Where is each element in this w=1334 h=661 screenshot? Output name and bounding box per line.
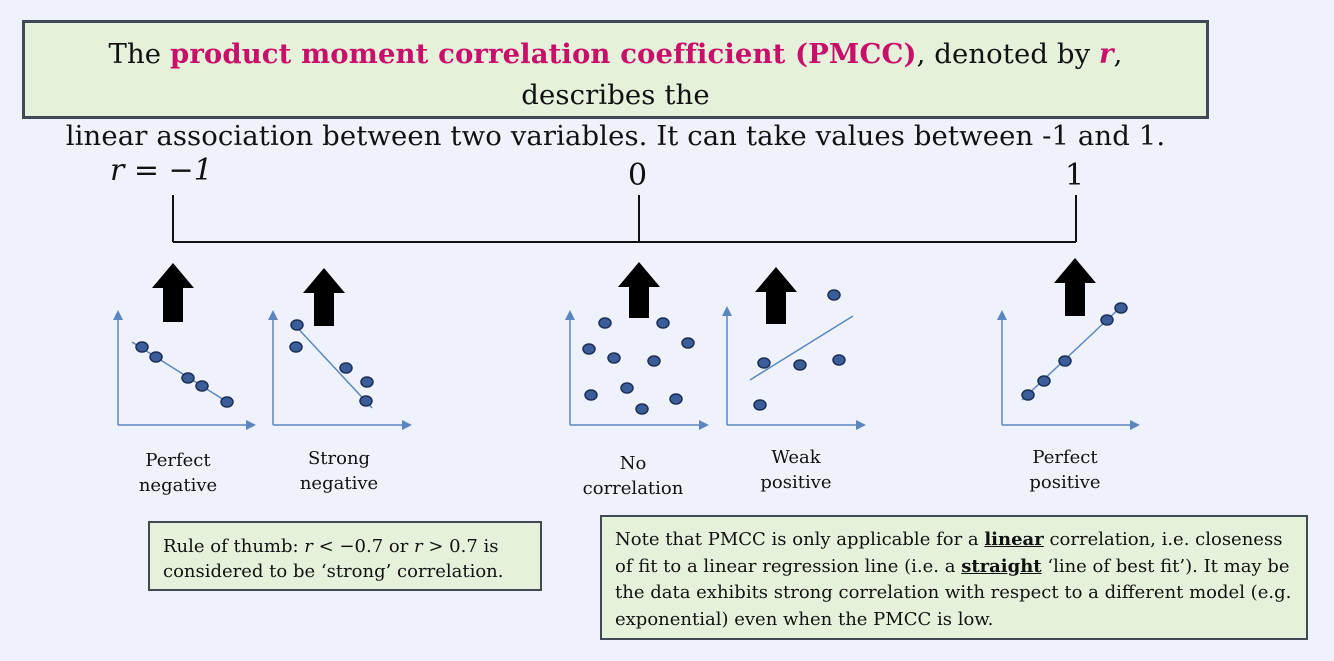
label-line1: Perfect (145, 450, 211, 471)
label-weak-positive: Weak positive (726, 445, 866, 495)
note-emphasis-straight: straight (961, 555, 1042, 577)
pointer-arrows (152, 258, 1096, 326)
data-point (360, 376, 374, 388)
data-point (135, 341, 149, 353)
arrow-up-icon (755, 267, 797, 324)
data-point (793, 359, 807, 371)
label-perfect-positive: Perfect positive (995, 445, 1135, 495)
scatter-weak-positive (722, 289, 866, 430)
data-point (584, 389, 598, 401)
note-box: Note that PMCC is only applicable for a … (600, 515, 1308, 640)
data-point (757, 357, 771, 369)
rule-r-symbol: r (304, 536, 313, 557)
data-point (582, 343, 596, 355)
label-line2: correlation (582, 478, 684, 499)
data-point (656, 317, 670, 329)
note-text-b: correlation, i.e. closeness of fit to a … (615, 529, 1283, 577)
label-line2: positive (1029, 472, 1101, 493)
scale-label-minus-one-text: r = −1 (110, 153, 213, 188)
label-perfect-negative: Perfect negative (108, 448, 248, 498)
r-scale-line (172, 195, 1077, 243)
label-line1: No (619, 453, 647, 474)
scatter-no-correlation (565, 310, 709, 430)
label-line1: Strong (307, 448, 371, 469)
data-point (220, 396, 234, 408)
rule-line2: considered to be ‘strong’ correlation. (163, 561, 504, 582)
title-highlight: product moment correlation coefficient (… (170, 38, 917, 70)
rule-text-b: < −0.7 or (312, 536, 415, 557)
label-line2: positive (760, 472, 832, 493)
arrow-up-icon (1054, 258, 1096, 316)
title-text-c: , describes the (521, 38, 1123, 111)
scale-label-minus-one: r = −1 (110, 153, 213, 188)
data-point (181, 372, 195, 384)
data-point (195, 380, 209, 392)
label-line2: negative (299, 473, 379, 494)
title-line2: linear association between two variables… (65, 120, 1166, 152)
data-point (620, 382, 634, 394)
data-point (1021, 389, 1035, 401)
label-line1: Perfect (1032, 447, 1098, 468)
rule-text-c: > 0.7 is (422, 536, 499, 557)
scatter-perfect-positive (997, 302, 1140, 430)
data-point (289, 341, 303, 353)
note-text-c: ‘line of best fit’). It may be the data … (615, 555, 1292, 630)
label-no-correlation: No correlation (563, 451, 703, 501)
trend-line (291, 321, 373, 409)
data-point (827, 289, 841, 301)
data-point (647, 355, 661, 367)
data-point (1114, 302, 1128, 314)
arrow-up-icon (303, 268, 345, 326)
scatter-perfect-negative (113, 310, 256, 430)
note-text-a: Note that PMCC is only applicable for a (615, 529, 985, 550)
data-point (607, 352, 621, 364)
data-point (635, 403, 649, 415)
data-point (1100, 314, 1114, 326)
scale-label-zero: 0 (628, 158, 648, 193)
scale-label-one: 1 (1065, 158, 1085, 193)
label-line1: Weak (771, 447, 821, 468)
trend-line (749, 315, 854, 381)
data-point (598, 317, 612, 329)
data-point (1058, 355, 1072, 367)
data-point (339, 362, 353, 374)
title-text-a: The (108, 38, 170, 70)
title-box: The product moment correlation coefficie… (22, 20, 1209, 152)
data-point (753, 399, 767, 411)
title-text-b: , denoted by (916, 38, 1100, 70)
data-point (681, 337, 695, 349)
label-strong-negative: Strong negative (269, 446, 409, 496)
data-point (290, 319, 304, 331)
data-point (832, 354, 846, 366)
data-point (1037, 375, 1051, 387)
trend-line (131, 341, 233, 406)
rule-text-a: Rule of thumb: (163, 536, 305, 557)
arrow-up-icon (618, 262, 660, 318)
data-point (359, 395, 373, 407)
note-emphasis-linear: linear (984, 529, 1044, 550)
data-point (669, 393, 683, 405)
arrow-up-icon (152, 263, 194, 322)
label-line2: negative (138, 475, 218, 496)
rule-r-symbol: r (414, 536, 423, 557)
rule-of-thumb-box: Rule of thumb: r < −0.7 or r > 0.7 is co… (148, 521, 542, 591)
title-r-symbol: r (1099, 38, 1114, 70)
data-point (149, 351, 163, 363)
scatter-strong-negative (268, 310, 412, 430)
